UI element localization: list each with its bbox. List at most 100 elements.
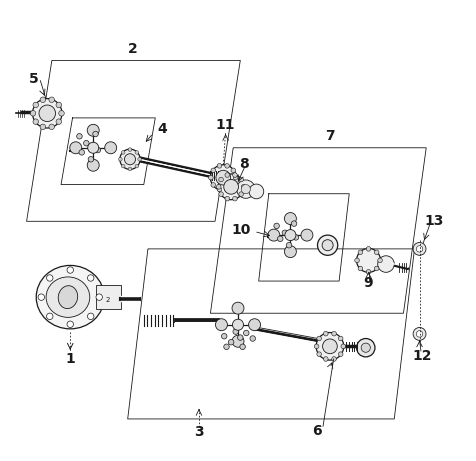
Circle shape <box>208 175 213 180</box>
Circle shape <box>225 196 229 201</box>
Circle shape <box>88 275 94 281</box>
Circle shape <box>233 196 237 201</box>
Circle shape <box>224 179 238 194</box>
Circle shape <box>219 177 223 182</box>
Circle shape <box>105 142 117 154</box>
Circle shape <box>96 294 102 301</box>
Circle shape <box>47 313 53 319</box>
Circle shape <box>232 302 244 314</box>
Circle shape <box>135 164 139 168</box>
Text: 6: 6 <box>312 424 322 438</box>
Text: 1: 1 <box>65 352 75 366</box>
Circle shape <box>357 338 375 357</box>
Circle shape <box>217 184 221 189</box>
Circle shape <box>224 344 229 349</box>
Circle shape <box>250 336 256 341</box>
Circle shape <box>219 192 223 196</box>
Circle shape <box>366 247 371 251</box>
Circle shape <box>241 184 250 194</box>
Circle shape <box>285 246 297 258</box>
Circle shape <box>119 157 122 161</box>
Circle shape <box>274 223 279 229</box>
Text: 13: 13 <box>425 214 444 228</box>
Circle shape <box>237 180 255 198</box>
Circle shape <box>225 164 229 168</box>
Circle shape <box>231 168 236 173</box>
Circle shape <box>358 250 363 254</box>
Circle shape <box>268 229 280 241</box>
Circle shape <box>322 240 333 251</box>
Text: 7: 7 <box>325 129 335 143</box>
Circle shape <box>416 331 423 337</box>
Circle shape <box>233 175 238 180</box>
Circle shape <box>221 333 227 339</box>
Text: 4: 4 <box>157 122 167 136</box>
Circle shape <box>47 275 53 281</box>
Circle shape <box>88 142 99 154</box>
Circle shape <box>240 344 245 349</box>
Circle shape <box>413 242 426 255</box>
Circle shape <box>70 142 82 154</box>
Circle shape <box>56 119 61 124</box>
Text: 3: 3 <box>194 425 204 439</box>
Text: 12: 12 <box>412 349 432 362</box>
Circle shape <box>217 187 222 192</box>
Circle shape <box>38 294 44 301</box>
Circle shape <box>232 319 244 330</box>
Circle shape <box>341 344 346 349</box>
Circle shape <box>378 256 394 272</box>
Circle shape <box>40 124 46 130</box>
Circle shape <box>233 173 237 177</box>
Circle shape <box>239 177 243 182</box>
Circle shape <box>324 357 328 361</box>
Circle shape <box>33 119 39 124</box>
Circle shape <box>231 183 236 187</box>
Circle shape <box>278 236 283 242</box>
Circle shape <box>93 131 98 137</box>
Text: 8: 8 <box>239 157 249 171</box>
Circle shape <box>84 141 89 146</box>
Circle shape <box>225 187 229 192</box>
Circle shape <box>293 235 298 240</box>
Text: 2: 2 <box>128 42 137 56</box>
Circle shape <box>241 184 246 189</box>
Circle shape <box>317 235 338 255</box>
Circle shape <box>138 157 141 161</box>
Circle shape <box>32 99 62 128</box>
Circle shape <box>332 357 337 361</box>
Ellipse shape <box>46 277 90 317</box>
Circle shape <box>285 213 297 225</box>
Circle shape <box>77 134 82 139</box>
Circle shape <box>374 266 379 271</box>
Circle shape <box>338 336 343 341</box>
Circle shape <box>216 170 231 185</box>
Circle shape <box>79 150 84 155</box>
Circle shape <box>233 329 238 334</box>
Text: 10: 10 <box>231 223 251 236</box>
Circle shape <box>366 270 371 274</box>
Circle shape <box>248 319 260 331</box>
Circle shape <box>67 267 73 273</box>
Circle shape <box>239 192 243 196</box>
Circle shape <box>358 266 363 271</box>
Circle shape <box>413 327 426 340</box>
Circle shape <box>87 124 99 136</box>
Circle shape <box>125 154 136 165</box>
Circle shape <box>316 332 344 360</box>
Circle shape <box>217 164 222 168</box>
Circle shape <box>59 111 64 116</box>
Circle shape <box>56 102 61 108</box>
Circle shape <box>225 173 229 177</box>
Circle shape <box>121 164 125 168</box>
Circle shape <box>338 352 343 356</box>
Text: 9: 9 <box>364 276 373 290</box>
Text: 5: 5 <box>29 72 39 86</box>
Circle shape <box>211 183 216 187</box>
Circle shape <box>88 156 94 162</box>
Circle shape <box>323 339 337 354</box>
Circle shape <box>314 344 319 349</box>
Circle shape <box>374 250 379 254</box>
Circle shape <box>232 335 244 347</box>
Circle shape <box>30 111 36 116</box>
Circle shape <box>244 330 249 336</box>
